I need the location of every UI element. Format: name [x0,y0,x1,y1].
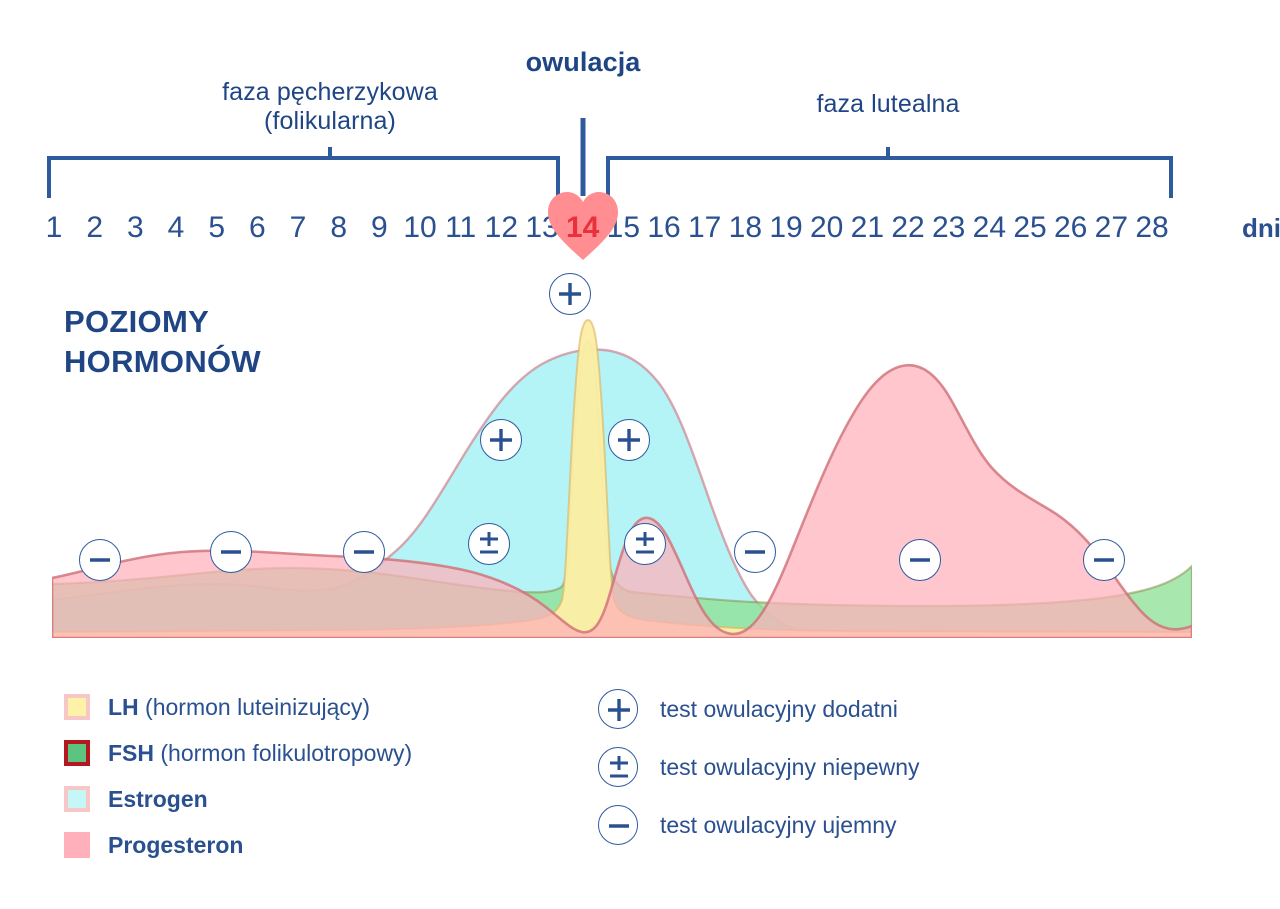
legend-test-plus: test owulacyjny dodatni [598,680,920,738]
legend-item-progesteron: Progesteron [64,822,412,868]
legend-label-estrogen: Estrogen [108,785,208,812]
day-label-27: 27 [1094,211,1129,244]
day-label-7: 7 [289,211,307,244]
heart-icon [548,192,618,260]
test-marker-plus-day-15.5[interactable] [608,419,650,461]
legend-test-label-plus: test owulacyjny dodatni [660,695,898,722]
legend-swatch-fsh-icon [64,740,90,766]
test-marker-plus-day-14[interactable] [549,273,591,315]
day-label-23: 23 [931,211,966,244]
day-axis: dni 1 2 3 4 5 6 7 8 9 10 11 12 13 14 15 16 17 18 19 20 21 22 2… [46,206,1280,250]
test-marker-minus-day-8[interactable] [343,531,385,573]
phase-label-follicular: faza pęcherzykowa (folikularna) [222,78,438,135]
legend-plus-icon [598,689,638,729]
legend-item-fsh: FSH (hormon folikulotropowy) [64,730,412,776]
legend-tests: test owulacyjny dodatni test owulacyjny n… [598,680,920,854]
test-marker-minus-day-2[interactable] [79,539,121,581]
day-label-3: 3 [126,211,144,244]
day-label-4: 4 [167,211,185,244]
test-marker-plus-day-12.5[interactable] [480,419,522,461]
day-label-21: 21 [850,211,885,244]
day-label-2: 2 [86,211,103,244]
day-label-25: 25 [1013,211,1047,244]
test-marker-minus-day-26[interactable] [1083,539,1125,581]
legend-item-estrogen: Estrogen [64,776,412,822]
day-label-28: 28 [1135,211,1169,244]
legend-label-progesteron: Progesteron [108,831,244,858]
legend-swatch-lh-icon [64,694,90,720]
phase-brackets [47,118,1173,198]
day-label-26: 26 [1053,211,1088,244]
day-label-9: 9 [370,211,388,244]
day-label-11: 11 [445,211,477,244]
legend-test-label-plus-minus: test owulacyjny niepewny [660,753,920,780]
page-title: POZIOMY HORMONÓW [64,304,261,379]
phase-label-luteal: faza lutealna [816,90,960,118]
day-label-10: 10 [403,211,437,244]
day-label-14: 14 [565,211,600,244]
phase-label-ovulation: owulacja [525,47,641,77]
legend-hormones: LH (hormon luteinizujący) FSH (hormon fol… [64,684,412,868]
day-label-18: 18 [728,211,763,244]
day-label-12: 12 [484,211,519,244]
legend-label-lh: LH (hormon luteinizujący) [108,693,371,720]
hormone-curves [52,318,1192,638]
day-label-20: 20 [809,211,844,244]
test-marker-minus-day-5[interactable] [210,531,252,573]
legend-item-lh: LH (hormon luteinizujący) [64,684,412,730]
day-label-1: 1 [45,211,63,244]
test-marker-minus-day-22[interactable] [899,539,941,581]
axis-unit-label: dni [1242,213,1280,243]
day-label-6: 6 [248,211,266,244]
day-label-17: 17 [687,211,722,244]
legend-swatch-progesteron-icon [64,832,90,858]
test-marker-plus-minus-day-11[interactable] [468,523,510,565]
legend-plus-minus-icon [598,747,638,787]
day-label-5: 5 [208,211,225,244]
legend-test-minus: test owulacyjny ujemny [598,796,920,854]
day-label-8: 8 [330,211,347,244]
legend-label-fsh: FSH (hormon folikulotropowy) [108,739,413,766]
day-label-22: 22 [891,211,925,244]
day-label-24: 24 [972,211,1007,244]
test-marker-minus-day-18[interactable] [734,531,776,573]
legend-test-label-minus: test owulacyjny ujemny [660,811,897,838]
day-label-19: 19 [769,211,803,244]
legend-test-plus-minus: test owulacyjny niepewny [598,738,920,796]
day-label-16: 16 [647,211,681,244]
legend-swatch-estrogen-icon [64,786,90,812]
test-marker-plus-minus-day-16[interactable] [624,523,666,565]
legend-minus-icon [598,805,638,845]
hormone-chart [52,300,1192,638]
